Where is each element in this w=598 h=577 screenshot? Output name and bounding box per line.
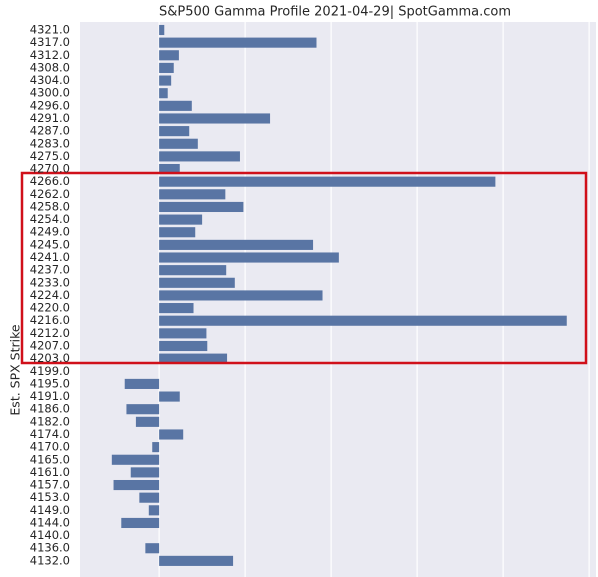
y-tick-label: 4245.0 [30, 237, 70, 251]
y-tick-label: 4157.0 [30, 478, 70, 492]
y-tick-label: 4275.0 [30, 149, 70, 163]
bar [126, 404, 160, 415]
bar [111, 454, 160, 465]
bar [124, 378, 160, 389]
bar [152, 442, 160, 453]
bar [159, 201, 244, 213]
y-tick-label: 4237.0 [30, 263, 70, 277]
bar [159, 252, 339, 263]
bar [159, 113, 271, 124]
y-tick-label: 4304.0 [30, 73, 70, 87]
y-tick-label: 4296.0 [30, 98, 70, 112]
y-tick-label: 4283.0 [30, 136, 70, 150]
y-tick-label: 4207.0 [30, 339, 70, 353]
y-tick-label: 4300.0 [30, 86, 70, 100]
y-tick-label: 4149.0 [30, 503, 70, 517]
y-tick-label: 4312.0 [30, 48, 70, 62]
bar [145, 543, 160, 554]
y-tick-label: 4182.0 [30, 414, 70, 428]
y-tick-label: 4170.0 [30, 440, 70, 454]
bar [139, 492, 160, 503]
y-tick-label: 4317.0 [30, 35, 70, 49]
bar [159, 391, 180, 402]
bar [159, 138, 198, 149]
y-tick-label: 4262.0 [30, 187, 70, 201]
y-tick-label: 4140.0 [30, 528, 70, 542]
y-tick-label: 4203.0 [30, 351, 70, 365]
bar [159, 353, 228, 364]
y-tick-label: 4161.0 [30, 465, 70, 479]
y-tick-label: 4216.0 [30, 313, 70, 327]
y-tick-label: 4191.0 [30, 389, 70, 403]
y-tick-label: 4241.0 [30, 250, 70, 264]
y-tick-label: 4165.0 [30, 452, 70, 466]
bar [159, 189, 226, 200]
y-tick-label: 4220.0 [30, 301, 70, 315]
bar [159, 75, 172, 86]
bar [159, 62, 174, 73]
y-tick-label: 4291.0 [30, 111, 70, 125]
y-tick-label: 4212.0 [30, 326, 70, 340]
y-tick-label: 4174.0 [30, 427, 70, 441]
bar [130, 467, 160, 478]
bar [135, 416, 160, 427]
bar [148, 505, 160, 516]
bar [113, 479, 160, 491]
bar [159, 340, 208, 352]
bar [159, 429, 184, 440]
bar [159, 126, 190, 137]
y-tick-label: 4186.0 [30, 402, 70, 416]
y-axis-label: Est. SPX Strike [8, 324, 23, 416]
bar [159, 50, 179, 61]
bar [159, 303, 194, 314]
y-tick-label: 4249.0 [30, 225, 70, 239]
y-tick-label: 4254.0 [30, 212, 70, 226]
bar [121, 517, 160, 529]
chart-title: S&P500 Gamma Profile 2021-04-29| SpotGam… [159, 5, 511, 20]
y-tick-label: 4195.0 [30, 376, 70, 390]
y-tick-label: 4132.0 [30, 553, 70, 567]
y-tick-label: 4266.0 [30, 174, 70, 188]
bar [159, 37, 317, 48]
y-tick-label: 4153.0 [30, 490, 70, 504]
bar [159, 227, 196, 238]
y-tick-label: 4233.0 [30, 275, 70, 289]
bar [159, 100, 192, 111]
y-tick-label: 4199.0 [30, 364, 70, 378]
bar [159, 163, 180, 175]
bar [159, 88, 168, 99]
y-tick-label: 4144.0 [30, 515, 70, 529]
y-tick-label: 4258.0 [30, 199, 70, 213]
bar [159, 24, 165, 36]
bar [159, 176, 496, 187]
bar [159, 290, 323, 301]
bar [159, 151, 240, 162]
y-tick-label: 4287.0 [30, 124, 70, 138]
bar [159, 328, 207, 339]
bar [159, 265, 227, 276]
bar [159, 555, 234, 566]
y-tick-label: 4136.0 [30, 541, 70, 555]
y-tick-label: 4270.0 [30, 162, 70, 176]
bar [159, 239, 314, 250]
bar [159, 214, 203, 225]
bar [159, 277, 235, 288]
highlight-box [20, 171, 588, 365]
y-tick-label: 4308.0 [30, 60, 70, 74]
y-tick-label: 4321.0 [30, 23, 70, 37]
bar [159, 315, 567, 326]
y-tick-label: 4224.0 [30, 288, 70, 302]
